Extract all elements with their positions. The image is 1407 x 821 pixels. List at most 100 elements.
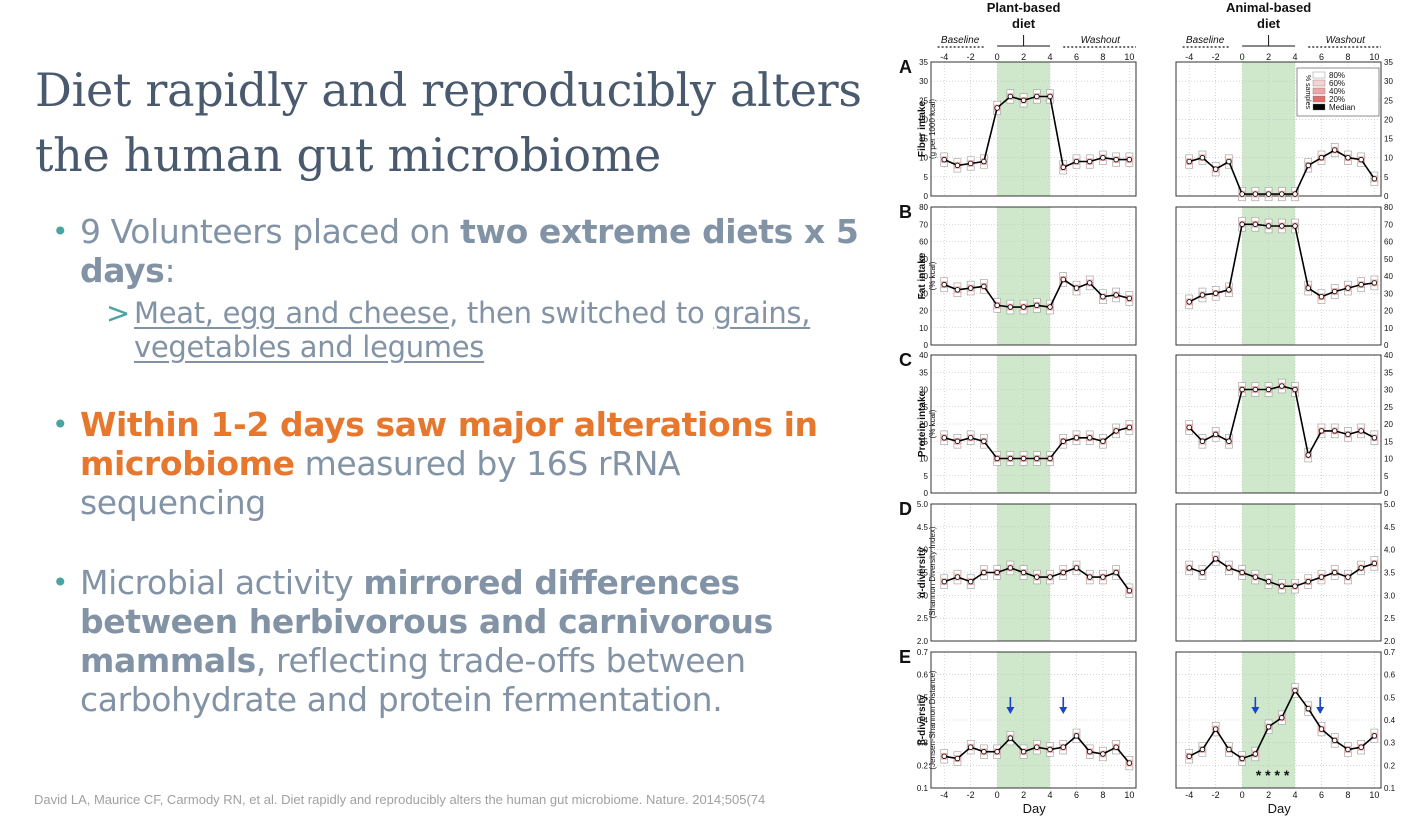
median-point bbox=[1318, 294, 1325, 300]
median-point bbox=[1100, 751, 1106, 757]
y-tick-label: 0.6 bbox=[917, 671, 929, 680]
washout-label: Washout bbox=[1081, 35, 1122, 46]
median-point bbox=[1212, 431, 1219, 438]
y-tick-label: 10 bbox=[919, 324, 928, 333]
median-point bbox=[994, 455, 1000, 462]
legend-swatch bbox=[1312, 71, 1326, 79]
x-tick-label: -4 bbox=[1185, 790, 1193, 800]
y-tick-label: 60 bbox=[1384, 238, 1393, 247]
median-point bbox=[1073, 158, 1080, 165]
y-tick-label: 25 bbox=[1384, 96, 1393, 105]
bullet-text: : bbox=[164, 251, 176, 290]
median-point bbox=[1318, 574, 1325, 580]
y-tick-label: 5.0 bbox=[1384, 500, 1396, 509]
median-point bbox=[1305, 705, 1311, 712]
median-point bbox=[1087, 435, 1093, 441]
bullet-text: , reflecting trade-offs between carbohyd… bbox=[80, 641, 746, 719]
median-point bbox=[1318, 428, 1325, 434]
panel-frame bbox=[930, 354, 1137, 494]
x-tick-label: -2 bbox=[1212, 790, 1220, 800]
x-tick-label: 2 bbox=[1266, 52, 1271, 62]
median-point bbox=[954, 438, 961, 444]
y-tick-label: 15 bbox=[919, 437, 928, 446]
median-point bbox=[1358, 565, 1364, 571]
median-point bbox=[1305, 578, 1311, 585]
median-point bbox=[1226, 287, 1232, 293]
legend-swatch bbox=[1312, 79, 1326, 87]
x-tick-label: 10 bbox=[1124, 790, 1134, 800]
y-axis-sublabel: (% kcal) bbox=[928, 409, 937, 438]
median-point bbox=[1239, 755, 1245, 762]
median-point bbox=[994, 749, 1000, 755]
median-point bbox=[1292, 191, 1298, 197]
bullet-volunteers: • 9 Volunteers placed on two extreme diet… bbox=[52, 212, 867, 364]
y-tick-label: 5 bbox=[1384, 173, 1389, 182]
y-tick-label: 2.0 bbox=[1384, 637, 1396, 646]
column-title: Animal-based bbox=[1226, 0, 1311, 15]
y-tick-label: 3.5 bbox=[1384, 569, 1396, 578]
median-point bbox=[1332, 569, 1338, 576]
y-tick-label: 35 bbox=[919, 368, 928, 377]
median-point bbox=[941, 753, 947, 759]
median-point bbox=[1199, 569, 1206, 576]
median-point bbox=[1007, 455, 1014, 462]
legend-label: 40% bbox=[1329, 87, 1345, 96]
median-point bbox=[1087, 574, 1093, 580]
y-tick-label: 30 bbox=[1384, 77, 1393, 86]
median-point bbox=[1047, 455, 1053, 462]
median-point bbox=[1060, 438, 1066, 444]
y-tick-label: 40 bbox=[919, 272, 928, 281]
y-tick-label: 10 bbox=[1384, 455, 1393, 464]
median-point bbox=[954, 574, 961, 580]
median-point bbox=[1020, 749, 1027, 755]
median-point bbox=[1226, 158, 1232, 165]
underlined-text: grains, vegetables and legumes bbox=[134, 296, 811, 364]
y-axis-sublabel: (g per 1000 kcal) bbox=[928, 99, 937, 159]
x-tick-label: 10 bbox=[1124, 52, 1134, 62]
slide-title: Diet rapidly and reproducibly alters the… bbox=[35, 63, 862, 182]
y-tick-label: 5.0 bbox=[917, 500, 929, 509]
sub-bullet-arrow: > bbox=[106, 296, 130, 330]
y-axis-label: α-diversity bbox=[917, 547, 928, 598]
median-point bbox=[1186, 565, 1192, 571]
y-tick-label: 25 bbox=[1384, 403, 1393, 412]
y-tick-label: 0.1 bbox=[1384, 784, 1396, 793]
y-tick-label: 3.0 bbox=[1384, 591, 1396, 600]
x-tick-label: -4 bbox=[940, 52, 948, 62]
y-tick-label: 40 bbox=[1384, 272, 1393, 281]
y-tick-label: 0.5 bbox=[917, 693, 929, 702]
x-tick-label: 2 bbox=[1021, 52, 1026, 62]
x-tick-label: 0 bbox=[1240, 790, 1245, 800]
y-tick-label: 15 bbox=[1384, 437, 1393, 446]
median-point bbox=[1212, 166, 1219, 172]
y-tick-label: 10 bbox=[1384, 324, 1393, 333]
y-tick-label: 25 bbox=[919, 96, 928, 105]
x-tick-label: 8 bbox=[1345, 790, 1350, 800]
arrow-down-icon bbox=[1006, 707, 1015, 714]
median-point bbox=[1226, 746, 1232, 753]
median-point bbox=[981, 569, 987, 576]
median-point bbox=[1007, 735, 1014, 741]
y-tick-label: 10 bbox=[1384, 154, 1393, 163]
bullet-dot: • bbox=[52, 566, 69, 599]
x-tick-label: -2 bbox=[967, 790, 975, 800]
median-point bbox=[1305, 285, 1311, 291]
y-tick-label: 35 bbox=[1384, 368, 1393, 377]
bullet-text: 9 Volunteers placed on bbox=[80, 212, 461, 251]
median-point bbox=[981, 283, 987, 290]
legend-label: 80% bbox=[1329, 71, 1345, 80]
y-tick-label: 10 bbox=[919, 154, 928, 163]
median-point bbox=[967, 578, 974, 585]
median-point bbox=[1252, 221, 1259, 227]
x-tick-label: 6 bbox=[1319, 790, 1324, 800]
y-tick-label: 4.5 bbox=[917, 523, 929, 532]
median-point bbox=[1292, 583, 1298, 589]
y-tick-label: 0.6 bbox=[1384, 671, 1396, 680]
median-point bbox=[1020, 455, 1027, 462]
baseline-label: Baseline bbox=[941, 35, 980, 46]
legend-label: Median bbox=[1329, 103, 1355, 112]
panel-letter: A bbox=[899, 57, 912, 77]
y-tick-label: 40 bbox=[1384, 351, 1393, 360]
x-tick-label: 6 bbox=[1074, 790, 1079, 800]
median-point bbox=[1113, 744, 1119, 750]
